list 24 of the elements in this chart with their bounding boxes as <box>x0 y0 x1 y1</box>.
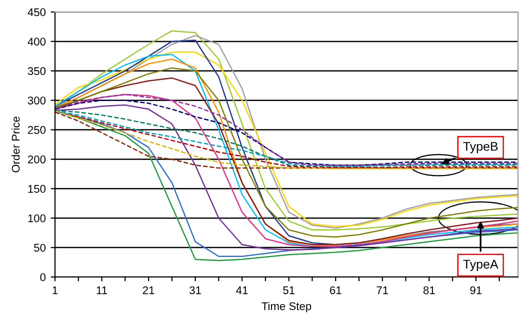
x-tick-label: 51 <box>283 286 294 294</box>
annotation: TypeA <box>463 260 498 272</box>
y-axis-title: Order Price <box>12 116 20 172</box>
y-tick-label: 50 <box>34 244 46 252</box>
x-axis-title: Time Step <box>262 302 312 312</box>
x-tick-label: 91 <box>470 286 482 294</box>
x-tick-label: 41 <box>236 286 248 294</box>
x-tick-label: 61 <box>330 286 342 294</box>
x-tick-label: 81 <box>423 286 435 294</box>
y-tick-label: 450 <box>28 8 46 16</box>
y-tick-label: 350 <box>28 67 46 76</box>
y-tick-label: 400 <box>28 38 46 46</box>
y-tick-label: 250 <box>28 126 46 134</box>
y-tick-label: 100 <box>28 214 46 222</box>
x-tick-label: 31 <box>190 286 201 294</box>
y-tick-label: 150 <box>28 184 46 193</box>
x-tick-label: 1 <box>52 286 58 294</box>
x-tick-label: 21 <box>142 286 154 294</box>
y-tick-label: 0 <box>40 273 46 282</box>
x-tick-label: 11 <box>96 286 107 294</box>
x-tick-label: 71 <box>376 286 388 294</box>
y-tick-label: 300 <box>28 96 46 104</box>
y-tick-label: 200 <box>28 155 46 164</box>
annotation: TypeB <box>463 142 498 154</box>
